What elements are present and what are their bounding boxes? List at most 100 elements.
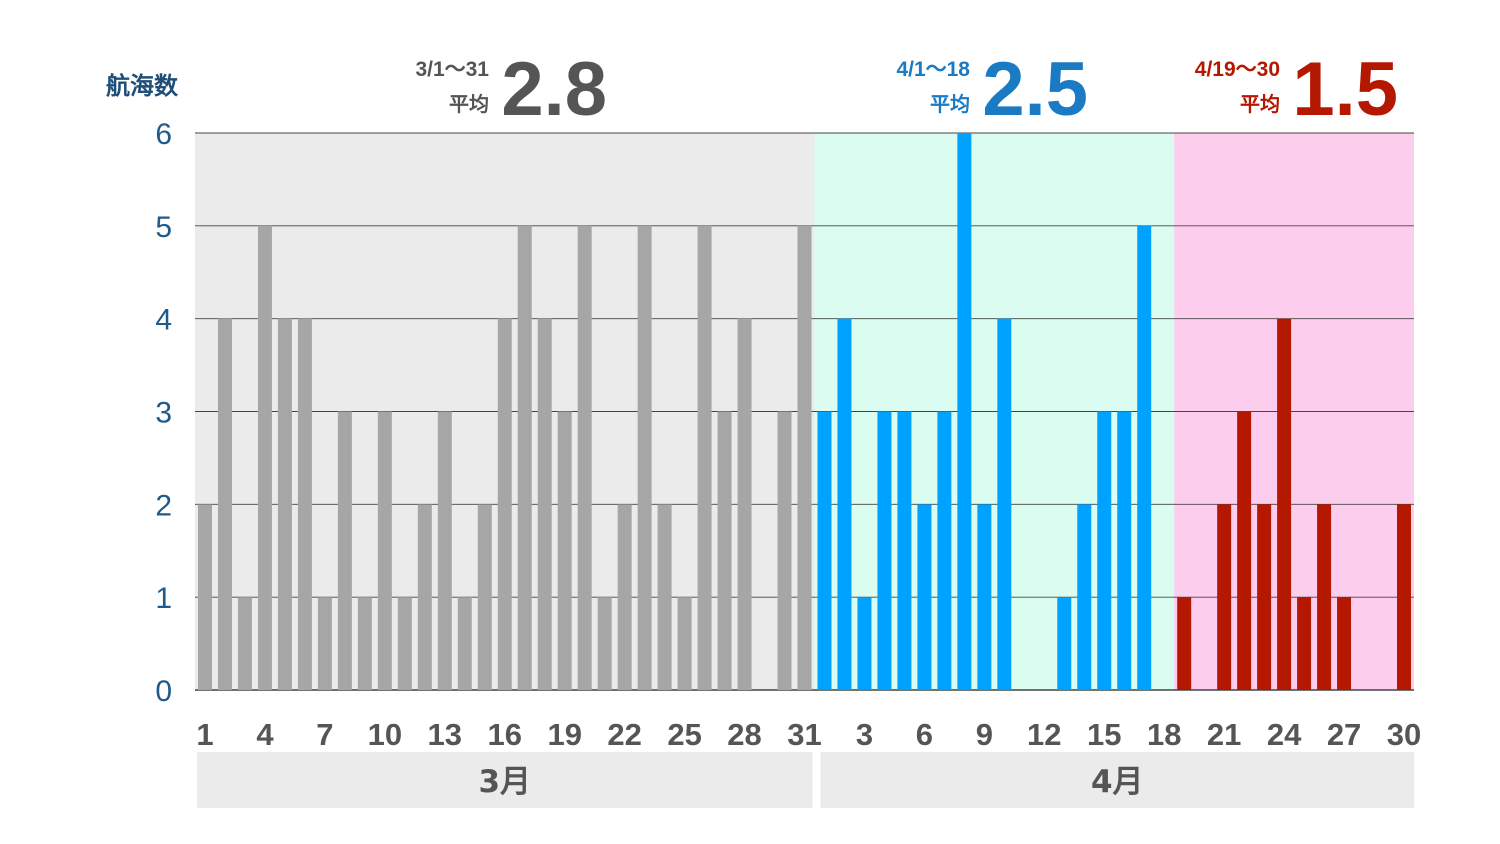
x-tick-label: 24 xyxy=(1267,717,1302,752)
x-tick-label: 28 xyxy=(727,717,761,752)
period-range-label: 4/19〜30 xyxy=(1195,58,1280,81)
x-tick-label: 19 xyxy=(547,717,581,752)
bar-p1-9 xyxy=(357,597,372,690)
y-tick-label: 2 xyxy=(155,489,172,522)
bar-p1-15 xyxy=(477,504,492,690)
bar-p2-1 xyxy=(817,411,832,690)
x-tick-label: 9 xyxy=(976,717,993,752)
month-label: 4月 xyxy=(1091,764,1144,800)
bar-p3-25 xyxy=(1297,597,1312,690)
period-range-label: 4/1〜18 xyxy=(896,58,970,81)
x-tick-label: 3 xyxy=(856,717,873,752)
bar-p3-27 xyxy=(1337,597,1352,690)
period-average-label: 平均 xyxy=(1240,92,1280,116)
bar-p3-19 xyxy=(1177,597,1192,690)
period-average-value: 1.5 xyxy=(1292,47,1398,132)
x-tick-label: 21 xyxy=(1207,717,1241,752)
x-tick-label: 6 xyxy=(916,717,933,752)
bar-p1-27 xyxy=(717,411,732,690)
period-average-label: 平均 xyxy=(449,92,489,116)
bar-p1-23 xyxy=(637,225,652,691)
x-tick-label: 30 xyxy=(1387,717,1421,752)
x-tick-label: 16 xyxy=(488,717,522,752)
bar-p2-13 xyxy=(1057,597,1072,690)
bar-p1-18 xyxy=(537,318,552,690)
bar-p1-2 xyxy=(217,318,232,690)
x-tick-label: 12 xyxy=(1027,717,1061,752)
bar-p1-31 xyxy=(797,225,812,691)
bar-p1-6 xyxy=(297,318,312,690)
bar-p1-13 xyxy=(437,411,452,690)
period-range-label: 3/1〜31 xyxy=(415,58,489,81)
bar-p1-5 xyxy=(277,318,292,690)
bars xyxy=(197,133,1412,691)
bar-p1-30 xyxy=(777,411,792,690)
bar-p1-8 xyxy=(337,411,352,690)
bar-p1-26 xyxy=(697,225,712,691)
bar-p1-4 xyxy=(257,225,272,691)
bar-p1-11 xyxy=(397,597,412,690)
bar-p1-28 xyxy=(737,318,752,690)
month-band-2 xyxy=(820,752,1414,808)
y-tick-label: 6 xyxy=(155,118,172,151)
x-tick-label: 22 xyxy=(607,717,641,752)
bar-p1-20 xyxy=(577,225,592,691)
x-axis-ticks: 1 4 7 10 13 16 19 22 25 28 31 3 6 9 12 15 18 21 24 27 30 xyxy=(196,717,1421,752)
bar-p3-30 xyxy=(1397,504,1412,690)
period-averages: 2.8 3/1〜31 平均 2.5 4/1〜18 平均 1.5 4/19〜30 平均 xyxy=(415,47,1398,132)
x-tick-label: 25 xyxy=(667,717,701,752)
x-tick-label: 1 xyxy=(196,717,213,752)
y-tick-label: 5 xyxy=(155,211,172,244)
x-tick-label: 18 xyxy=(1147,717,1181,752)
month-bands: 3月 4月 xyxy=(197,752,1414,808)
x-tick-label: 7 xyxy=(316,717,333,752)
bar-p1-14 xyxy=(457,597,472,690)
bar-p1-19 xyxy=(557,411,572,690)
bar-p1-10 xyxy=(377,411,392,690)
bar-p2-10 xyxy=(997,318,1012,690)
y-tick-label: 1 xyxy=(155,582,172,615)
x-tick-label: 31 xyxy=(787,717,821,752)
bar-p2-17 xyxy=(1137,225,1152,691)
period-average-label: 平均 xyxy=(930,92,970,116)
bar-p1-21 xyxy=(597,597,612,690)
bar-p2-7 xyxy=(937,411,952,690)
bar-p3-24 xyxy=(1277,318,1292,690)
bar-p2-3 xyxy=(857,597,872,690)
bar-p1-25 xyxy=(677,597,692,690)
bar-p2-2 xyxy=(837,318,852,690)
bar-p1-12 xyxy=(417,504,432,690)
bar-p2-5 xyxy=(897,411,912,690)
bar-p2-9 xyxy=(977,504,992,690)
y-axis-label: 航海数 xyxy=(106,72,179,100)
y-tick-label: 3 xyxy=(155,397,172,430)
y-tick-label: 4 xyxy=(155,304,172,337)
y-axis-ticks: 0 1 2 3 4 5 6 xyxy=(155,118,172,708)
x-tick-label: 10 xyxy=(368,717,402,752)
bar-p2-4 xyxy=(877,411,892,690)
bar-p1-3 xyxy=(237,597,252,690)
period-average-value: 2.8 xyxy=(501,47,607,132)
bar-p3-21 xyxy=(1217,504,1232,690)
bar-p1-1 xyxy=(197,504,212,690)
bar-p2-8 xyxy=(957,133,972,690)
bar-p1-24 xyxy=(657,504,672,690)
bar-p2-6 xyxy=(917,504,932,690)
x-tick-label: 13 xyxy=(428,717,462,752)
bar-p2-14 xyxy=(1077,504,1092,690)
bar-p1-17 xyxy=(517,225,532,691)
bar-p2-16 xyxy=(1117,411,1132,690)
bar-p2-15 xyxy=(1097,411,1112,690)
x-tick-label: 27 xyxy=(1327,717,1361,752)
bar-p3-26 xyxy=(1317,504,1332,690)
y-tick-label: 0 xyxy=(155,675,172,708)
bar-p1-16 xyxy=(497,318,512,690)
period-average-value: 2.5 xyxy=(982,47,1088,132)
month-label: 3月 xyxy=(478,764,531,800)
x-tick-label: 15 xyxy=(1087,717,1121,752)
bar-p1-22 xyxy=(617,504,632,690)
month-band-1 xyxy=(197,752,813,808)
bar-p3-23 xyxy=(1257,504,1272,690)
bar-p1-7 xyxy=(317,597,332,690)
